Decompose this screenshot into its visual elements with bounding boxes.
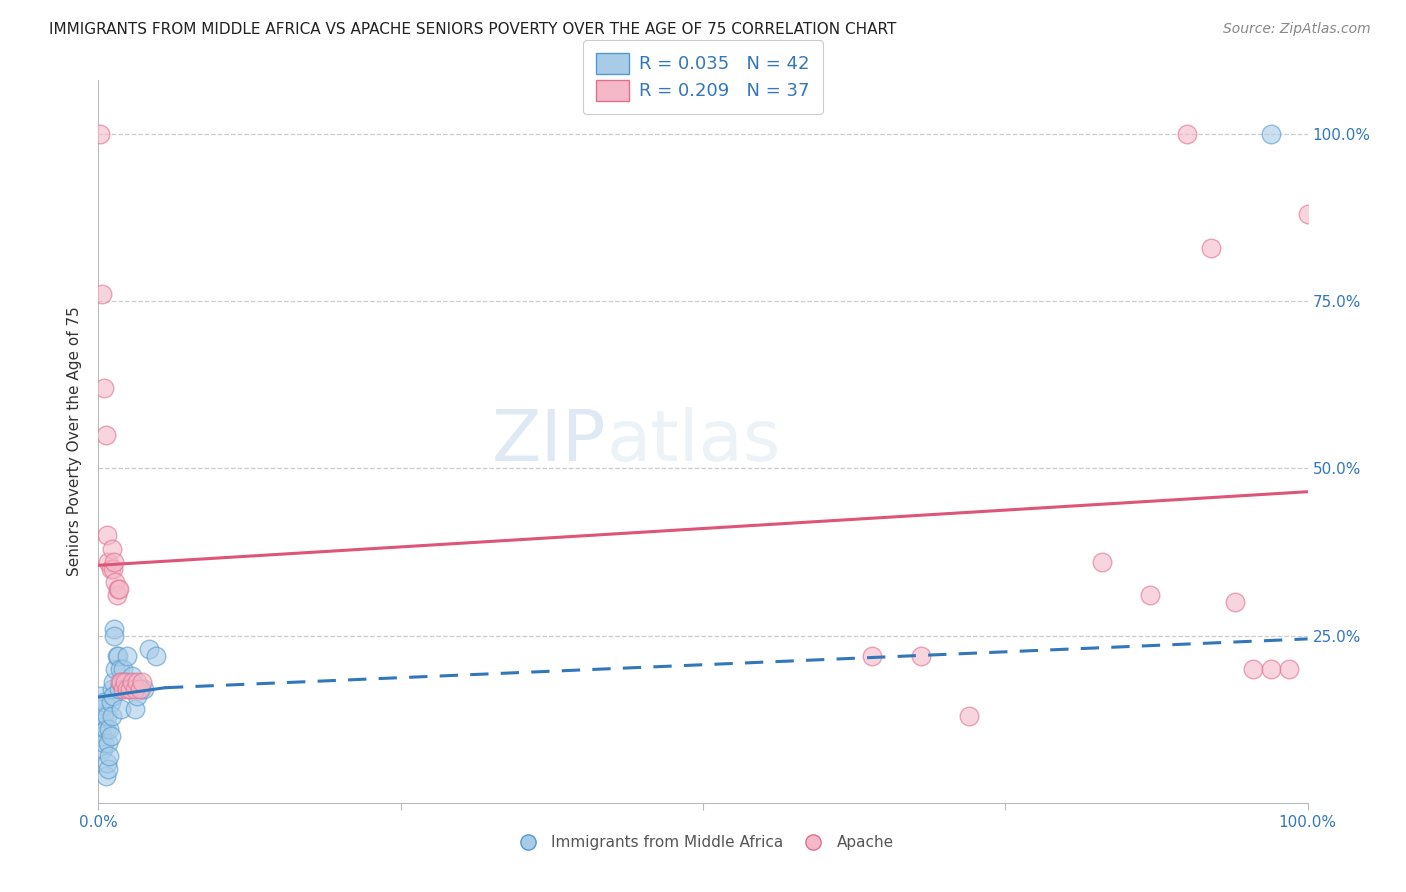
Point — [90, 702, 112, 716]
Point — [131, 675, 153, 690]
Point — [124, 702, 146, 716]
Point — [91, 715, 114, 730]
Point — [860, 648, 883, 663]
Point — [100, 729, 122, 743]
Point — [1296, 207, 1319, 221]
Y-axis label: Seniors Poverty Over the Age of 75: Seniors Poverty Over the Age of 75 — [67, 307, 83, 576]
Point — [105, 648, 128, 663]
Point — [108, 681, 131, 696]
Point — [97, 762, 120, 776]
Point — [93, 696, 115, 710]
Point — [97, 735, 120, 749]
Point — [957, 708, 980, 723]
Point — [114, 675, 136, 690]
Point — [100, 681, 122, 696]
Point — [93, 381, 115, 395]
Point — [89, 127, 111, 141]
Point — [128, 681, 150, 696]
Point — [1091, 555, 1114, 569]
Text: IMMIGRANTS FROM MIDDLE AFRICA VS APACHE SENIORS POVERTY OVER THE AGE OF 75 CORRE: IMMIGRANTS FROM MIDDLE AFRICA VS APACHE … — [49, 22, 897, 37]
Point — [110, 702, 132, 716]
Point — [107, 648, 129, 663]
Point — [91, 729, 114, 743]
Point — [111, 662, 134, 676]
Point — [94, 769, 117, 783]
Point — [96, 528, 118, 542]
Point — [105, 589, 128, 603]
Point — [134, 681, 156, 696]
Point — [1223, 595, 1246, 609]
Point — [103, 622, 125, 636]
Point — [910, 648, 932, 663]
Point — [103, 555, 125, 569]
Point — [100, 541, 122, 556]
Point — [1241, 662, 1264, 676]
Point — [93, 735, 115, 749]
Point — [1139, 589, 1161, 603]
Point — [118, 681, 141, 696]
Point — [104, 575, 127, 590]
Point — [107, 582, 129, 596]
Point — [129, 681, 152, 696]
Point — [1260, 127, 1282, 141]
Point — [121, 669, 143, 683]
Point — [1278, 662, 1301, 676]
Point — [110, 675, 132, 690]
Point — [127, 689, 149, 703]
Point — [94, 723, 117, 737]
Point — [117, 648, 139, 663]
Point — [138, 642, 160, 657]
Point — [108, 662, 131, 676]
Point — [101, 562, 124, 576]
Point — [118, 681, 141, 696]
Point — [94, 427, 117, 442]
Point — [103, 628, 125, 642]
Text: ZIP: ZIP — [492, 407, 606, 476]
Point — [101, 689, 124, 703]
Text: atlas: atlas — [606, 407, 780, 476]
Point — [117, 681, 139, 696]
Point — [91, 708, 114, 723]
Text: Source: ZipAtlas.com: Source: ZipAtlas.com — [1223, 22, 1371, 37]
Point — [100, 708, 122, 723]
Point — [1175, 127, 1198, 141]
Point — [108, 675, 131, 690]
Point — [101, 675, 124, 690]
Legend: R = 0.035   N = 42, R = 0.209   N = 37: R = 0.035 N = 42, R = 0.209 N = 37 — [583, 40, 823, 113]
Point — [89, 689, 111, 703]
Point — [98, 749, 121, 764]
Point — [91, 742, 114, 756]
Point — [145, 648, 167, 663]
Point — [127, 675, 149, 690]
Legend: Immigrants from Middle Africa, Apache: Immigrants from Middle Africa, Apache — [506, 830, 900, 856]
Point — [111, 681, 134, 696]
Point — [124, 681, 146, 696]
Point — [1260, 662, 1282, 676]
Point — [100, 562, 122, 576]
Point — [1199, 241, 1222, 255]
Point — [114, 675, 136, 690]
Point — [96, 756, 118, 770]
Point — [97, 555, 120, 569]
Point — [98, 723, 121, 737]
Point — [96, 708, 118, 723]
Point — [108, 582, 131, 596]
Point — [104, 662, 127, 676]
Point — [100, 696, 122, 710]
Point — [91, 287, 114, 301]
Point — [121, 675, 143, 690]
